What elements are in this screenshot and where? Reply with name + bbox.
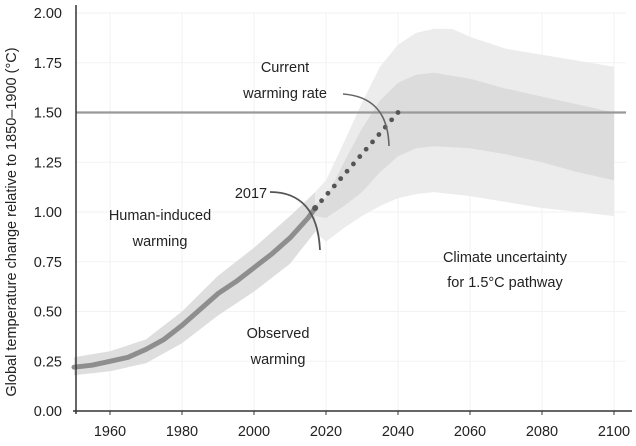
current-rate-dot — [338, 176, 344, 182]
annotations: Current warming rate 2017 Human-induced … — [109, 60, 568, 368]
series — [71, 110, 626, 370]
y-tick-label: 1.00 — [34, 205, 62, 221]
tick-labels: 1960 1980 2000 2020 2040 2060 2080 2100 0.00 0.25… — [34, 6, 630, 440]
pathway-inner-band — [315, 72, 614, 218]
annotation-uncertainty-2: for 1.5°C pathway — [447, 275, 563, 291]
y-tick-label: 1.25 — [34, 155, 62, 171]
annotation-uncertainty-1: Climate uncertainty — [443, 250, 568, 266]
current-rate-dot — [344, 168, 350, 174]
arrow-2017 — [269, 191, 321, 251]
x-tick-label: 2040 — [382, 424, 414, 440]
bands — [74, 28, 614, 376]
y-tick-label: 0.00 — [34, 404, 62, 420]
annotation-2017: 2017 — [235, 186, 267, 202]
current-rate-dot — [395, 110, 401, 115]
axes — [73, 5, 632, 415]
arrow-current-rate — [342, 93, 390, 147]
x-tick-label: 2080 — [526, 424, 558, 440]
annotation-human-1: Human-induced — [109, 208, 211, 224]
y-tick-label: 2.00 — [34, 6, 62, 22]
current-rate-dot — [363, 146, 369, 152]
annotation-current-rate-1: Current — [261, 60, 309, 76]
current-rate-dot — [351, 161, 356, 167]
y-tick-label: 0.50 — [34, 305, 62, 321]
current-rate-dot — [389, 117, 395, 123]
historical-band — [74, 192, 316, 376]
current-rate-dot — [376, 132, 382, 137]
current-rate-dot — [357, 154, 363, 159]
current-rate-dot — [325, 190, 331, 196]
y-tick-label: 1.75 — [34, 56, 62, 72]
x-tick-label: 1960 — [94, 424, 126, 440]
annotation-human-2: warming — [132, 234, 188, 250]
point-2017 — [312, 205, 319, 212]
current-rate-dot — [331, 183, 337, 189]
y-tick-label: 0.25 — [34, 354, 62, 370]
human-induced-line — [71, 205, 318, 370]
y-axis-label: Global temperature change relative to 18… — [4, 47, 20, 396]
current-rate-dot — [319, 198, 324, 204]
annotation-observed-1: Observed — [247, 326, 310, 342]
x-tick-label: 2100 — [598, 424, 630, 440]
x-tick-label: 2000 — [238, 424, 270, 440]
annotation-observed-2: warming — [250, 352, 306, 368]
x-tick-label: 1980 — [166, 424, 198, 440]
y-tick-label: 0.75 — [34, 255, 62, 271]
current-rate-dot — [370, 139, 375, 145]
y-tick-label: 1.50 — [34, 106, 62, 122]
annotation-current-rate-2: warming rate — [242, 86, 327, 102]
x-tick-label: 2020 — [310, 424, 342, 440]
x-tick-label: 2060 — [454, 424, 486, 440]
